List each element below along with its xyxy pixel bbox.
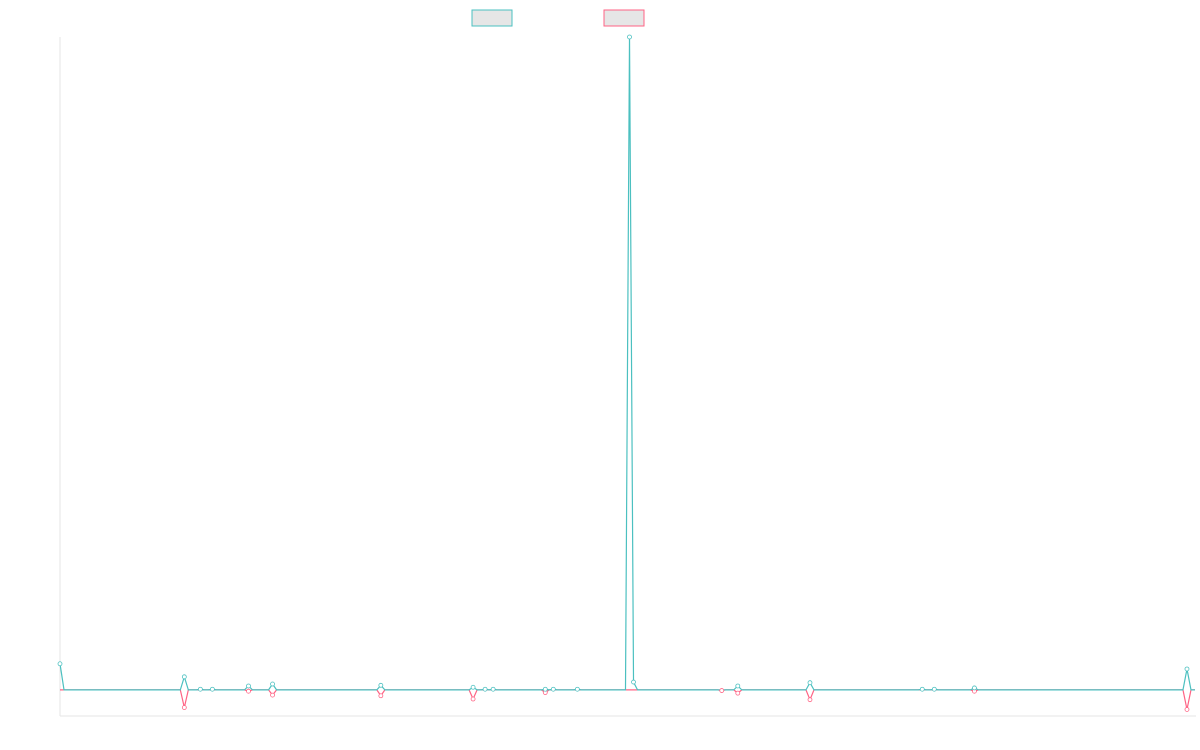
series-line-2 bbox=[60, 689, 1195, 711]
data-point-series-2[interactable] bbox=[735, 690, 741, 696]
data-point-series-1[interactable] bbox=[735, 683, 741, 689]
legend-swatch-series-2[interactable] bbox=[603, 9, 645, 27]
data-point-series-1[interactable] bbox=[919, 686, 925, 692]
data-point-series-2[interactable] bbox=[181, 705, 187, 710]
data-point-series-1[interactable] bbox=[807, 680, 813, 686]
data-point-series-2[interactable] bbox=[270, 692, 275, 698]
data-point-series-1[interactable] bbox=[57, 661, 63, 667]
data-point-series-2[interactable] bbox=[378, 693, 384, 699]
data-point-series-1[interactable] bbox=[542, 686, 548, 692]
plot-area bbox=[57, 34, 1196, 717]
data-point-series-1[interactable] bbox=[627, 34, 632, 40]
data-point-series-1[interactable] bbox=[1184, 666, 1190, 672]
data-point-series-1[interactable] bbox=[209, 686, 215, 692]
data-point-series-1[interactable] bbox=[470, 684, 476, 690]
series-layer bbox=[57, 34, 1195, 712]
data-point-series-1[interactable] bbox=[197, 686, 203, 692]
data-point-series-1[interactable] bbox=[631, 679, 636, 685]
data-point-series-1[interactable] bbox=[931, 686, 937, 692]
legend-swatch-series-1[interactable] bbox=[471, 9, 513, 27]
legend bbox=[471, 9, 645, 27]
data-point-series-1[interactable] bbox=[246, 683, 251, 689]
data-point-series-1[interactable] bbox=[574, 686, 580, 692]
data-point-series-1[interactable] bbox=[270, 681, 275, 687]
data-point-series-1[interactable] bbox=[972, 685, 977, 691]
data-point-series-1[interactable] bbox=[550, 686, 556, 692]
data-point-series-2[interactable] bbox=[1184, 707, 1190, 712]
series-line-1 bbox=[59, 36, 1195, 691]
data-point-series-2[interactable] bbox=[470, 696, 476, 702]
data-point-series-2[interactable] bbox=[807, 697, 813, 703]
data-point-series-1[interactable] bbox=[482, 686, 488, 692]
data-point-series-2[interactable] bbox=[719, 688, 725, 693]
data-point-series-2[interactable] bbox=[246, 688, 251, 694]
data-point-series-1[interactable] bbox=[181, 674, 187, 680]
data-point-series-1[interactable] bbox=[490, 686, 496, 692]
data-point-series-1[interactable] bbox=[378, 682, 384, 688]
